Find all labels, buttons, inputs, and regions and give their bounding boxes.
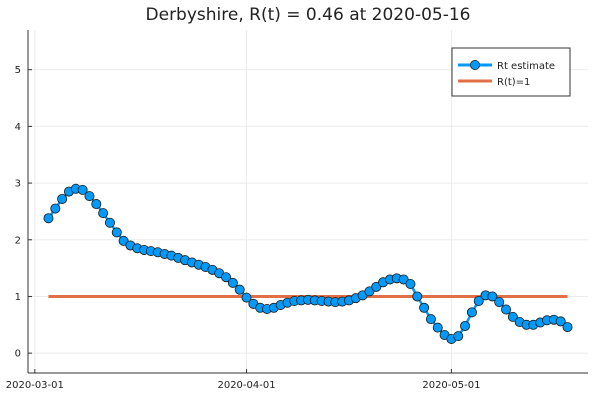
rt-estimate-point — [473, 295, 484, 306]
rt-estimate-point — [221, 272, 232, 283]
series-layer — [43, 183, 573, 344]
rt-estimate-point — [460, 320, 471, 331]
rt-estimate-point — [364, 286, 375, 297]
x-tick-label: 2020-05-01 — [422, 380, 480, 391]
rt-estimate-point — [425, 314, 436, 325]
rt-estimate-point — [111, 227, 122, 238]
rt-estimate-point — [50, 203, 61, 214]
rt-estimate-point — [77, 184, 88, 195]
y-tick-label: 4 — [15, 122, 21, 133]
rt-estimate-point — [487, 291, 498, 302]
rt-estimate-point — [501, 304, 512, 315]
rt-estimate-point — [562, 322, 573, 333]
rt-estimate-point — [43, 213, 54, 224]
rt-estimate-point — [104, 217, 115, 228]
tick-labels: 0 1 2 3 4 5 2020-03-01 2020-04-01 2020-05-01 — [6, 65, 481, 391]
y-tick-label: 3 — [15, 179, 21, 190]
legend-rt-estimate-marker — [469, 60, 480, 71]
legend-box — [451, 47, 571, 97]
y-tick-label: 1 — [15, 292, 21, 303]
chart-title: Derbyshire, R(t) = 0.46 at 2020-05-16 — [146, 5, 471, 25]
axes — [27, 30, 588, 374]
rt-estimate-point — [98, 208, 109, 219]
rt-estimate-point — [234, 284, 245, 295]
legend-rt-1-label: R(t)=1 — [497, 77, 530, 88]
rt-estimate-point — [412, 291, 423, 302]
rt-estimate-point — [371, 281, 382, 292]
rt-estimate-point — [432, 322, 443, 333]
rt-estimate-point — [398, 274, 409, 285]
legend-rt-estimate-label: Rt estimate — [497, 61, 555, 72]
rt-estimate-point — [405, 278, 416, 289]
y-tick-label: 5 — [15, 65, 21, 76]
x-tick-label: 2020-04-01 — [217, 380, 275, 391]
rt-estimate-line — [47, 187, 569, 341]
rt-estimate-point — [419, 302, 430, 313]
legend: Rt estimate R(t)=1 — [451, 47, 571, 97]
rt-estimate-point — [91, 199, 102, 210]
rt-estimate-point — [84, 191, 95, 202]
rt-estimate-point — [507, 311, 518, 322]
rt-estimate-point — [241, 292, 252, 303]
rt-estimate-point — [466, 307, 477, 318]
rt-estimate-point — [118, 235, 129, 246]
y-tick-label: 0 — [15, 349, 21, 360]
rt-estimate-point — [227, 277, 238, 288]
y-tick-label: 2 — [15, 235, 21, 246]
rt-estimate-point — [555, 316, 566, 327]
rt-estimate-point — [494, 297, 505, 308]
rt-estimate-point — [453, 331, 464, 342]
rt-estimate-point — [57, 193, 68, 204]
x-tick-label: 2020-03-01 — [6, 380, 64, 391]
